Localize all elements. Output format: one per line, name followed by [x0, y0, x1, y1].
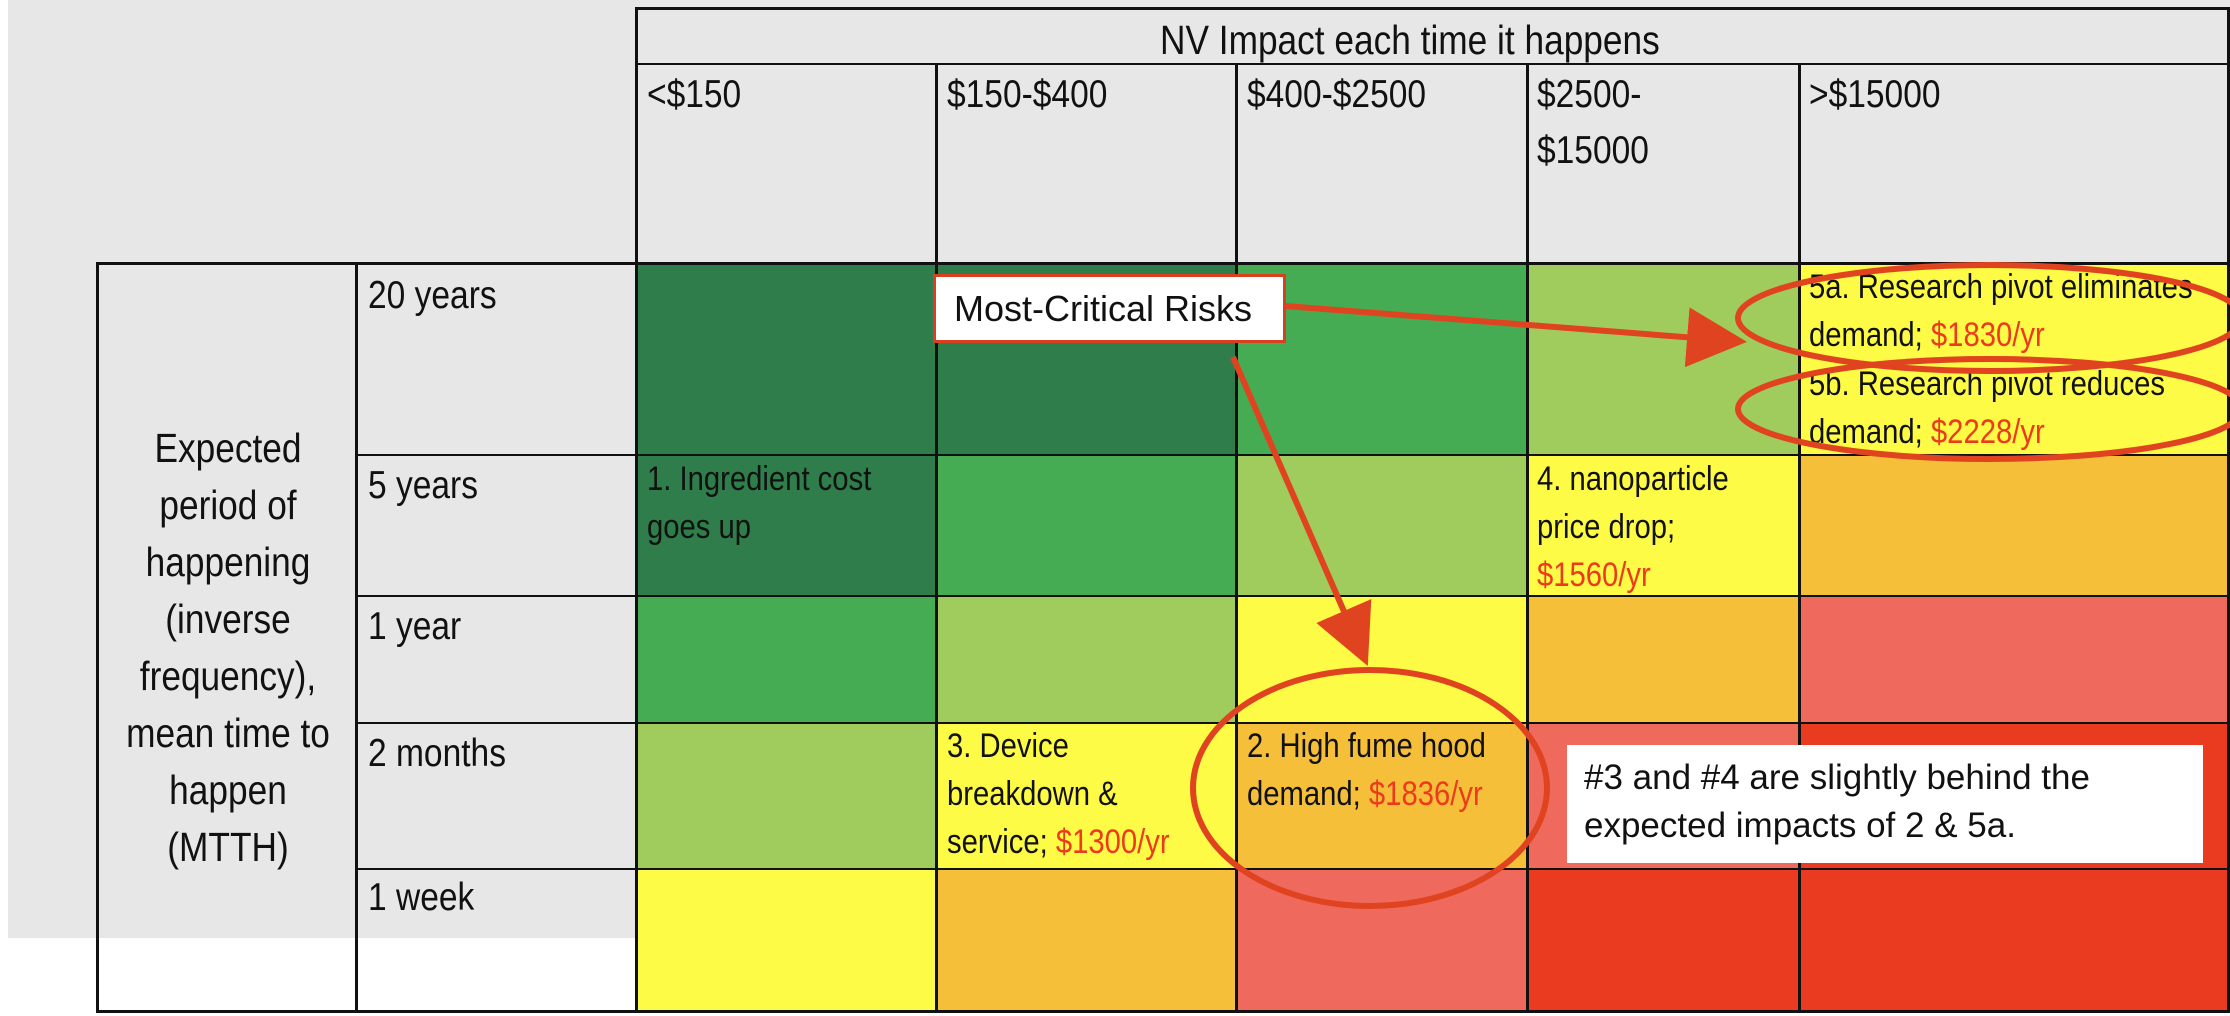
- risk-value: $1830/yr: [1930, 316, 2045, 354]
- highlight-ellipse-5a: [1735, 262, 2230, 374]
- matrix-cell: [935, 454, 1235, 595]
- matrix-cell: [636, 722, 935, 868]
- risk-value: $1836/yr: [1368, 775, 1483, 813]
- risk-text-line: price drop;: [1537, 508, 1676, 546]
- axis-label-mtth: Expected period of happening (inverse fr…: [118, 420, 338, 876]
- grid-line: [355, 262, 358, 1013]
- axis-label-line: happening: [145, 539, 311, 585]
- axis-label-line: Expected: [154, 425, 302, 471]
- risk-text-line: service;: [947, 823, 1056, 861]
- axis-label-line: happen: [169, 767, 287, 813]
- grid-line: [355, 595, 2230, 597]
- row-label-1-week: 1 week: [368, 876, 475, 919]
- grid-line: [635, 7, 2230, 10]
- risk-text-line: 2. High fume hood: [1247, 727, 1486, 765]
- highlight-ellipse-5b: [1735, 356, 2230, 462]
- row-label-1-year: 1 year: [368, 605, 462, 648]
- risk-text-line: goes up: [647, 508, 752, 546]
- matrix-cell: [1798, 454, 2230, 595]
- grid-line: [96, 262, 2230, 265]
- column-label-gt15000: >$15000: [1809, 73, 1941, 116]
- row-label-5-years: 5 years: [368, 464, 478, 507]
- matrix-cell: [1798, 868, 2230, 1012]
- callout-text: expected impacts of 2 & 5a.: [1584, 806, 2016, 845]
- risk-value: $1300/yr: [1055, 823, 1170, 861]
- matrix-cell: [1235, 595, 1526, 722]
- grid-line: [355, 868, 2230, 870]
- matrix-cell: [1526, 868, 1798, 1012]
- matrix-cell: [1526, 263, 1798, 454]
- matrix-cell: [1526, 595, 1798, 722]
- comparison-note-callout: #3 and #4 are slightly behind the expect…: [1567, 745, 2203, 863]
- grid-line: [96, 262, 99, 1013]
- matrix-header-title: NV Impact each time it happens: [1160, 17, 1660, 63]
- matrix-cell: [935, 722, 1235, 868]
- grid-line: [635, 63, 2230, 65]
- column-label-150-400: $150-$400: [947, 73, 1108, 116]
- risk-text-line: demand;: [1247, 775, 1369, 813]
- risk-2-label: 2. High fume hood demand; $1836/yr: [1247, 722, 1486, 818]
- axis-label-line: (MTTH): [167, 824, 289, 870]
- risk-text-line: 1. Ingredient cost: [647, 460, 872, 498]
- callout-text: Most-Critical Risks: [954, 288, 1253, 329]
- matrix-cell: [636, 454, 935, 595]
- risk-4-label: 4. nanoparticle price drop; $1560/yr: [1537, 455, 1729, 599]
- matrix-cell: [1526, 454, 1798, 595]
- matrix-cell: [636, 263, 935, 454]
- risk-text-line: 3. Device: [947, 727, 1069, 765]
- column-label-400-2500: $400-$2500: [1247, 73, 1427, 116]
- grid-line: [635, 7, 638, 1013]
- matrix-cell: [1235, 722, 1526, 868]
- risk-text-line: 4. nanoparticle: [1537, 460, 1729, 498]
- risk-value: $2228/yr: [1930, 413, 2045, 451]
- grid-line: [935, 63, 938, 1013]
- axis-label-line: frequency),: [139, 653, 317, 699]
- matrix-cell: [1798, 595, 2230, 722]
- risk-3-label: 3. Device breakdown & service; $1300/yr: [947, 722, 1170, 866]
- axis-label-line: period of: [159, 482, 297, 528]
- row-label-20-years: 20 years: [368, 274, 497, 317]
- grid-line: [1798, 63, 1801, 1013]
- risk-value: $1560/yr: [1537, 556, 1651, 594]
- callout-text: #3 and #4 are slightly behind the: [1584, 758, 2090, 797]
- grid-line: [355, 722, 2230, 724]
- matrix-cell: [636, 595, 935, 722]
- matrix-cell: [935, 595, 1235, 722]
- risk-5a-label: 5a. Research pivot eliminates demand; $1…: [1809, 263, 2193, 359]
- highlight-ellipse-2: [1190, 667, 1550, 909]
- matrix-cell: [636, 868, 935, 1012]
- arrow-to-2: [1230, 355, 1372, 666]
- column-label-2500-15000-a: $2500-: [1537, 73, 1642, 116]
- grid-line: [1235, 63, 1238, 1013]
- axis-label-line: mean time to: [126, 710, 330, 756]
- grid-line: [96, 1010, 2230, 1013]
- arrow-to-5a: [1284, 303, 1747, 368]
- axis-label-line: (inverse: [165, 596, 291, 642]
- most-critical-risks-callout: Most-Critical Risks: [933, 274, 1286, 343]
- matrix-cell: [935, 868, 1235, 1012]
- grid-line: [1526, 63, 1529, 1013]
- column-label-lt150: <$150: [647, 73, 742, 116]
- column-label-2500-15000-b: $15000: [1537, 129, 1649, 172]
- row-label-2-months: 2 months: [368, 732, 506, 775]
- risk-text-line: demand;: [1809, 316, 1931, 354]
- risk-text-line: breakdown &: [947, 775, 1118, 813]
- grid-line: [2227, 7, 2230, 1013]
- risk-1-label: 1. Ingredient cost goes up: [647, 455, 871, 551]
- grid-line: [355, 454, 2230, 456]
